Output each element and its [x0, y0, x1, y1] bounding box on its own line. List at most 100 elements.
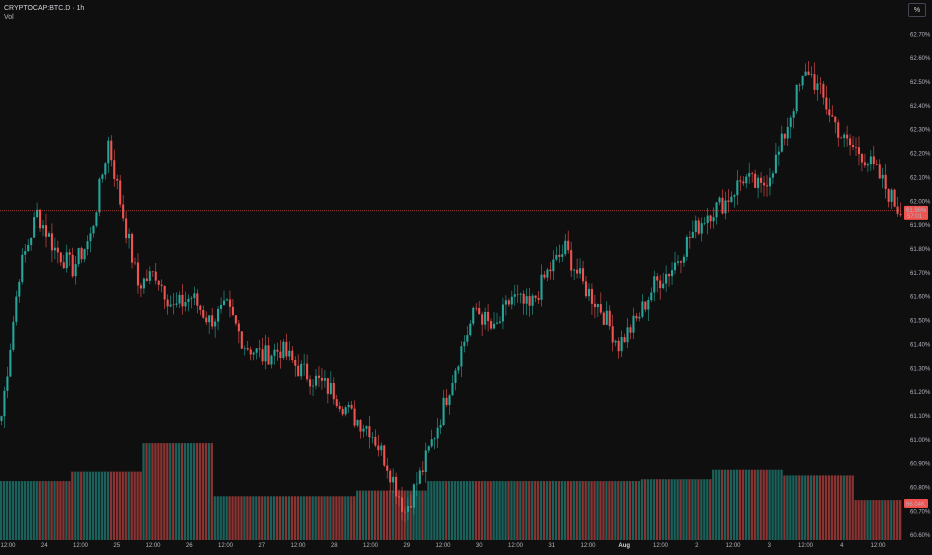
price-axis[interactable]: 62.70% 62.60% 62.50% 62.40% 62.30% 62.20% 62.1…	[910, 32, 931, 539]
time-tick-label[interactable]: 3	[768, 543, 772, 549]
time-tick-label[interactable]: 27	[258, 543, 265, 549]
time-tick-label[interactable]: 12:00	[290, 543, 306, 549]
price-tick-label[interactable]: 61.00%	[910, 438, 931, 444]
candle-body	[653, 276, 656, 293]
time-tick-label[interactable]: 12:00	[870, 543, 886, 549]
volume-bar	[649, 479, 653, 540]
time-tick-label[interactable]: 28	[331, 543, 338, 549]
price-tick-label[interactable]: 61.80%	[910, 247, 931, 253]
price-tick-label[interactable]: 61.20%	[910, 390, 931, 396]
time-tick-label[interactable]: 25	[113, 543, 120, 549]
time-tick-label[interactable]: 12:00	[798, 543, 814, 549]
price-tick-label[interactable]: 60.60%	[910, 533, 931, 539]
price-tick-label[interactable]: 61.70%	[910, 271, 931, 277]
volume-bar	[391, 490, 394, 540]
candle-body	[448, 395, 451, 406]
price-tick-label[interactable]: 62.70%	[910, 32, 931, 38]
candle-body	[350, 404, 353, 409]
price-tick-label[interactable]: 61.90%	[910, 223, 931, 229]
volume-bar	[753, 469, 756, 540]
candle-body	[872, 156, 875, 165]
price-tick-label[interactable]: 61.10%	[910, 414, 931, 420]
candle-body	[386, 465, 389, 471]
time-tick-label[interactable]: 12:00	[508, 543, 524, 549]
volume-legend[interactable]: Vol	[4, 14, 14, 21]
candle-body	[125, 218, 128, 239]
volume-bar	[299, 496, 302, 540]
candle-body	[546, 269, 549, 278]
candle-body	[528, 296, 531, 306]
candle-body	[18, 281, 21, 297]
price-tick-label[interactable]: 62.60%	[910, 56, 931, 62]
time-tick-label[interactable]: 12:00	[580, 543, 596, 549]
volume-bar	[537, 481, 540, 540]
price-tick-label[interactable]: 61.50%	[910, 319, 931, 325]
candle-body	[570, 250, 573, 271]
candle-body	[697, 220, 700, 234]
candle-body	[635, 315, 638, 319]
time-tick-label[interactable]: 12:00	[435, 543, 451, 549]
volume-bar	[786, 475, 789, 540]
volume-bar	[433, 481, 436, 540]
symbol-title[interactable]: CRYPTOCAP:BTC.D · 1h	[4, 5, 85, 12]
time-tick-label[interactable]: Aug	[618, 543, 630, 549]
time-tick-label[interactable]: 12:00	[363, 543, 379, 549]
volume-bar	[424, 490, 427, 540]
time-tick-label[interactable]: 29	[403, 543, 410, 549]
candle-body	[163, 285, 166, 300]
volume-bar	[448, 481, 451, 540]
price-tick-label[interactable]: 62.30%	[910, 128, 931, 134]
time-tick-label[interactable]: 2	[695, 543, 699, 549]
candle-body	[641, 301, 644, 317]
candle-body	[582, 268, 585, 282]
candle-body	[659, 280, 662, 289]
time-tick-label[interactable]: 26	[186, 543, 193, 549]
time-tick-label[interactable]: 4	[840, 543, 844, 549]
time-tick-label[interactable]: 12:00	[145, 543, 161, 549]
time-tick-label[interactable]: 12:00	[0, 543, 16, 549]
price-tick-label[interactable]: 62.10%	[910, 175, 931, 181]
time-tick-label[interactable]: 31	[548, 543, 555, 549]
volume-bar	[735, 469, 739, 540]
price-tick-label[interactable]: 60.80%	[910, 486, 931, 492]
percent-scale-button[interactable]: %	[908, 3, 926, 17]
candle-body	[733, 195, 736, 197]
candle-body	[854, 147, 858, 148]
volume-bar	[115, 471, 118, 540]
volume-bar	[626, 481, 629, 540]
volume-bar	[534, 481, 537, 540]
price-tick-label[interactable]: 62.20%	[910, 152, 931, 158]
time-tick-label[interactable]: 12:00	[218, 543, 234, 549]
volume-bar	[255, 496, 258, 540]
price-tick-label[interactable]: 60.90%	[910, 462, 931, 468]
candle-body	[12, 321, 15, 350]
candle-body	[56, 247, 59, 253]
volume-bar	[127, 471, 130, 540]
volume-bar	[575, 481, 578, 540]
volume-bar	[489, 481, 492, 540]
time-tick-label[interactable]: 12:00	[653, 543, 669, 549]
candle-body	[332, 383, 335, 400]
time-tick-label[interactable]: 30	[476, 543, 483, 549]
price-tick-label[interactable]: 61.30%	[910, 366, 931, 372]
volume-bar	[86, 471, 89, 540]
time-tick-label[interactable]: 24	[41, 543, 48, 549]
time-tick-label[interactable]: 12:00	[725, 543, 741, 549]
price-tick-label[interactable]: 62.40%	[910, 104, 931, 110]
price-tick-label[interactable]: 61.60%	[910, 295, 931, 301]
price-tick-label[interactable]: 60.70%	[910, 509, 931, 515]
price-tick-label[interactable]: 62.00%	[910, 199, 931, 205]
volume-bar	[261, 496, 264, 540]
price-tick-label[interactable]: 61.40%	[910, 342, 931, 348]
time-axis[interactable]: 12:00 24 12:00 25 12:00 26 12:00 27 12:00 28 12:00…	[0, 543, 886, 549]
candle-body	[427, 446, 430, 451]
volume-bar	[492, 481, 495, 540]
price-tick-label[interactable]: 62.50%	[910, 80, 931, 86]
candle-body	[240, 331, 243, 349]
candle-body	[9, 349, 12, 377]
candle-body	[228, 299, 231, 307]
candle-body	[371, 436, 374, 438]
time-tick-label[interactable]: 12:00	[73, 543, 89, 549]
